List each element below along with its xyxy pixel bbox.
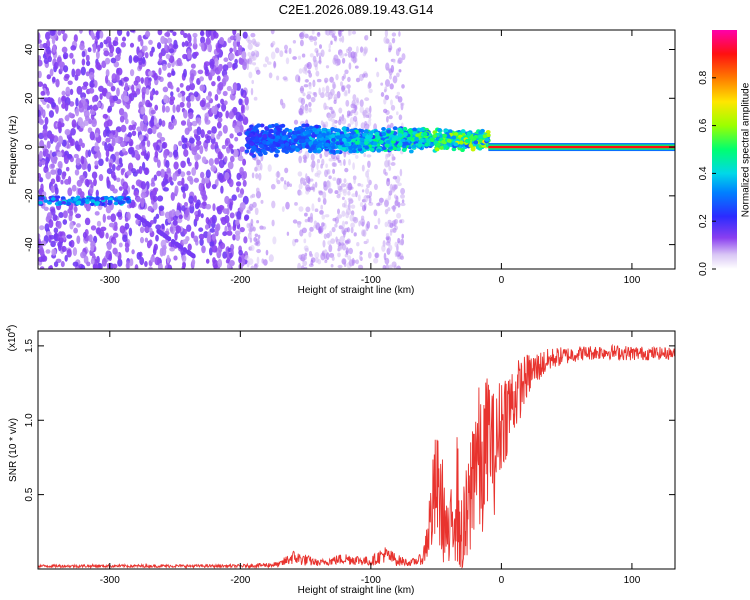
snr-multiplier: (x104) <box>6 325 18 352</box>
x-tick-label: 100 <box>624 275 641 286</box>
colorbar-tick-label: 0.8 <box>698 70 709 84</box>
y-tick-label: -40 <box>24 237 35 252</box>
y-tick-label: 40 <box>24 44 35 56</box>
colorbar-ticks: 0.0 0.2 0.4 0.6 0.8 <box>698 70 716 276</box>
colorbar-tick-label: 0.4 <box>698 166 709 180</box>
colorbar-gradient <box>712 30 737 269</box>
snr-xlabel: Height of straight line (km) <box>298 585 415 596</box>
spectrogram-ylabel: Frequency (Hz) <box>8 116 19 185</box>
x-tick-label: -200 <box>230 575 250 586</box>
snr-ylabel: SNR (10 * v/v) <box>8 418 19 482</box>
colorbar: 0.0 0.2 0.4 0.6 0.8 Normalized spectral ampl… <box>698 30 750 276</box>
y-tick-label: 1.5 <box>24 338 35 352</box>
x-tick-label: -100 <box>361 575 381 586</box>
x-tick-label: -300 <box>100 275 120 286</box>
snr-ticks: -300 -200 -100 0 100 0.5 1.0 1.5 <box>24 331 675 586</box>
colorbar-tick-label: 0.6 <box>698 118 709 132</box>
spectrogram-frame <box>37 29 676 270</box>
snr-panel: -300 -200 -100 0 100 0.5 1.0 1.5 Height of stra… <box>6 325 676 596</box>
y-tick-label: 1.0 <box>24 413 35 427</box>
x-tick-label: 0 <box>499 575 505 586</box>
spectrogram-xlabel: Height of straight line (km) <box>298 285 415 296</box>
x-tick-label: 100 <box>624 575 641 586</box>
y-tick-label: -20 <box>24 188 35 203</box>
colorbar-tick-label: 0.2 <box>698 214 709 228</box>
x-tick-label: 0 <box>499 275 505 286</box>
spectrogram-heatmap <box>38 30 675 269</box>
colorbar-label: Normalized spectral amplitude <box>740 82 750 217</box>
x-tick-label: -200 <box>230 275 250 286</box>
y-tick-label: 0 <box>24 144 35 150</box>
y-tick-label: 20 <box>24 92 35 104</box>
snr-frame <box>37 330 676 570</box>
y-tick-label: 0.5 <box>24 487 35 501</box>
chart-title: C2E1.2026.089.19.43.G14 <box>279 2 434 17</box>
x-tick-label: -100 <box>361 275 381 286</box>
snr-series-line <box>38 343 675 569</box>
x-tick-label: -300 <box>100 575 120 586</box>
colorbar-tick-label: 0.0 <box>698 262 709 276</box>
